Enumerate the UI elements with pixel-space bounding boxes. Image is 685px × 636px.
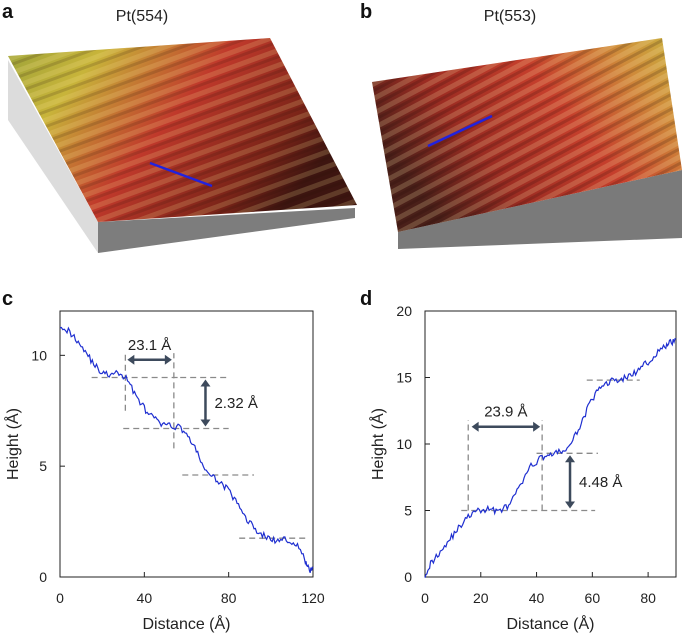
y-tick-label: 20: [396, 303, 412, 319]
y-tick-label: 5: [404, 503, 412, 519]
x-tick-label: 0: [421, 590, 429, 606]
x-axis-label: Distance (Å): [506, 614, 594, 633]
panel-d-letter: d: [360, 288, 372, 310]
chart-d: 0 20 40 60 80 0 5 10 15 20 Distance (Å) Height (Å) 2…: [368, 303, 677, 633]
y-tick-label: 0: [404, 569, 412, 585]
y-tick-label: 10: [31, 347, 47, 363]
series-line: [424, 337, 677, 578]
dimension-arrow-head: [127, 354, 135, 365]
y-axis-label: Height (Å): [3, 408, 22, 480]
annotation-label: 23.9 Å: [484, 404, 527, 421]
panel-a-base: [98, 208, 355, 253]
panel-b-letter: b: [360, 1, 372, 23]
plot-frame: [424, 310, 677, 578]
x-tick-label: 0: [56, 590, 64, 606]
x-tick-label: 40: [137, 590, 153, 606]
panel-b-base: [398, 170, 682, 249]
panel-b-surface-texture: [372, 38, 682, 232]
dimension-arrow-head: [565, 501, 576, 509]
x-axis-label: Distance (Å): [142, 614, 230, 633]
dimension-arrow-head: [565, 455, 576, 463]
plot-frame: [59, 310, 314, 578]
y-tick-label: 5: [39, 458, 47, 474]
dimension-arrow-head: [200, 379, 211, 387]
x-tick-label: 120: [301, 590, 325, 606]
y-tick-label: 15: [396, 370, 412, 386]
panel-a-profile-line: [149, 161, 213, 188]
panel-c-letter: c: [2, 288, 13, 310]
panel-a-letter: a: [2, 1, 14, 23]
y-tick-label: 10: [396, 436, 412, 452]
x-tick-label: 80: [640, 590, 656, 606]
x-tick-label: 40: [529, 590, 545, 606]
panel-b-stm-image: [372, 38, 682, 249]
annotation-label: 23.1 Å: [128, 337, 171, 354]
panel-a-surface-texture: [8, 38, 357, 222]
y-tick-label: 0: [39, 569, 47, 585]
dimension-arrow-head: [200, 419, 211, 427]
y-axis-label: Height (Å): [368, 408, 387, 480]
annotation-label: 4.48 Å: [579, 474, 622, 491]
x-tick-label: 80: [221, 590, 237, 606]
dimension-arrow-head: [533, 421, 541, 432]
series-line: [59, 326, 314, 574]
dimension-arrow-head: [471, 421, 479, 432]
panel-a-side-wall: [8, 60, 98, 253]
chart-c: 0 40 80 120 0 5 10 Distance (Å) Height (Å) 23.1 Å…: [3, 310, 325, 633]
dimension-arrow-head: [164, 354, 172, 365]
panel-a-stm-image: [8, 38, 357, 253]
x-tick-label: 20: [473, 590, 489, 606]
panel-a-title: Pt(554): [116, 8, 168, 25]
panel-b-title: Pt(553): [484, 8, 536, 25]
panel-b-profile-line: [427, 114, 493, 148]
x-tick-label: 60: [585, 590, 601, 606]
annotation-label: 2.32 Å: [214, 395, 257, 412]
